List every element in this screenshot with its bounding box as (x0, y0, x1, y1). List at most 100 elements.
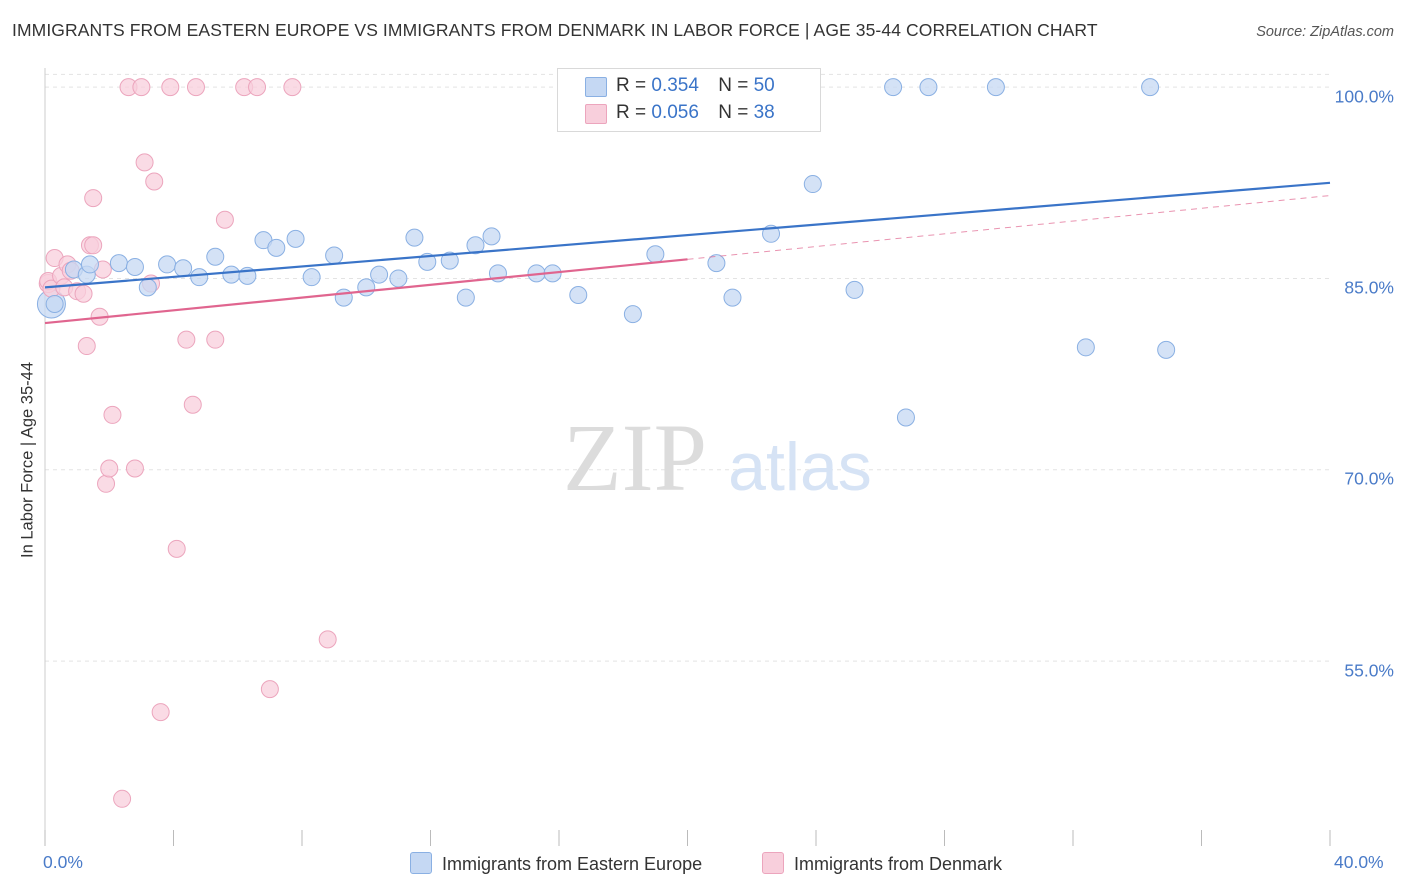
legend-label: Immigrants from Denmark (794, 854, 1003, 874)
point-eastern-europe (286, 229, 305, 248)
point-denmark (215, 210, 234, 229)
point-eastern-europe (334, 288, 353, 307)
point-eastern-europe (357, 278, 376, 297)
source-label: Source: ZipAtlas.com (1256, 24, 1394, 40)
point-denmark (145, 172, 164, 191)
point-eastern-europe (466, 236, 485, 255)
point-eastern-europe (138, 278, 157, 297)
legend-item-denmark: Immigrants from Denmark (762, 852, 1002, 875)
point-eastern-europe (986, 78, 1005, 97)
axis-layer (44, 68, 1331, 846)
point-denmark (125, 459, 144, 478)
point-denmark (151, 703, 170, 722)
point-eastern-europe (896, 408, 915, 427)
y-tick-label: 100.0% (1334, 86, 1394, 107)
point-denmark (84, 189, 103, 208)
x-tick-label-min: 0.0% (43, 852, 83, 872)
point-denmark (161, 78, 180, 97)
y-axis-label: In Labor Force | Age 35-44 (18, 362, 37, 558)
point-denmark (183, 395, 202, 414)
point-eastern-europe (723, 288, 742, 307)
point-eastern-europe (158, 255, 177, 274)
point-eastern-europe (302, 268, 321, 287)
point-denmark (206, 330, 225, 349)
point-eastern-europe (389, 269, 408, 288)
point-eastern-europe (125, 257, 144, 276)
point-eastern-europe (919, 78, 938, 97)
legend-swatch-blue (585, 77, 607, 97)
point-eastern-europe (707, 254, 726, 273)
point-eastern-europe (456, 288, 475, 307)
point-eastern-europe (267, 238, 286, 257)
point-eastern-europe (370, 265, 389, 284)
trendline-denmark-extension (687, 195, 1331, 260)
point-denmark (97, 474, 116, 493)
point-eastern-europe (803, 175, 822, 194)
point-denmark (74, 284, 93, 303)
point-denmark (283, 78, 302, 97)
point-denmark (167, 539, 186, 558)
point-eastern-europe (222, 265, 241, 284)
legend-label: Immigrants from Eastern Europe (442, 854, 703, 874)
point-denmark (100, 459, 119, 478)
point-eastern-europe (1076, 338, 1095, 357)
point-eastern-europe (482, 227, 501, 246)
point-denmark (186, 78, 205, 97)
point-denmark (103, 405, 122, 424)
point-eastern-europe (325, 246, 344, 265)
point-eastern-europe (569, 286, 588, 305)
trendline-denmark (44, 258, 688, 325)
stats-legend: R = 0.354 N = 50 R = 0.056 N = 38 (557, 68, 821, 132)
point-eastern-europe (1141, 78, 1160, 97)
point-eastern-europe (884, 78, 903, 97)
stats-row-eastern-europe: R = 0.354 N = 50 (585, 75, 775, 97)
legend-swatch-pink (585, 104, 607, 124)
point-denmark (177, 330, 196, 349)
y-tick-label: 70.0% (1344, 468, 1394, 489)
point-eastern-europe (646, 245, 665, 264)
point-eastern-europe (174, 259, 193, 278)
legend-swatch-pink (762, 852, 784, 874)
point-eastern-europe (1157, 340, 1176, 359)
n-value: 38 (753, 102, 775, 123)
r-label: R = (616, 75, 647, 96)
point-denmark (318, 630, 337, 649)
grid-layer (45, 73, 1330, 662)
stats-row-denmark: R = 0.056 N = 38 (585, 102, 775, 124)
trend-layer (44, 181, 1331, 325)
r-value: 0.354 (651, 75, 699, 96)
points-layer (36, 78, 1176, 808)
x-tick-label-max: 40.0% (1334, 852, 1384, 872)
point-denmark (248, 78, 267, 97)
r-value: 0.056 (651, 102, 699, 123)
point-eastern-europe (405, 228, 424, 247)
point-eastern-europe (80, 255, 99, 274)
y-tick-label: 85.0% (1344, 277, 1394, 298)
legend-swatch-blue (410, 852, 432, 874)
chart-title: IMMIGRANTS FROM EASTERN EUROPE VS IMMIGR… (12, 20, 1098, 40)
point-denmark (84, 236, 103, 255)
point-eastern-europe (623, 305, 642, 324)
point-eastern-europe (45, 294, 64, 313)
point-denmark (260, 680, 279, 699)
legend-item-eastern-europe: Immigrants from Eastern Europe (410, 852, 702, 875)
point-eastern-europe (206, 247, 225, 266)
r-label: R = (616, 102, 647, 123)
trendline-eastern-europe (44, 181, 1331, 289)
watermark-atlas: atlas (728, 429, 872, 505)
point-eastern-europe (109, 254, 128, 273)
n-label: N = (718, 75, 749, 96)
point-eastern-europe (845, 280, 864, 299)
point-eastern-europe (190, 268, 209, 287)
watermark-zip: ZIP (563, 404, 707, 511)
point-eastern-europe (440, 251, 459, 270)
point-denmark (77, 337, 96, 356)
y-tick-label: 55.0% (1344, 660, 1394, 681)
point-denmark (135, 153, 154, 172)
watermark: ZIP atlas (563, 404, 872, 511)
point-denmark (132, 78, 151, 97)
n-label: N = (718, 102, 749, 123)
n-value: 50 (753, 75, 775, 96)
point-denmark (113, 789, 132, 808)
